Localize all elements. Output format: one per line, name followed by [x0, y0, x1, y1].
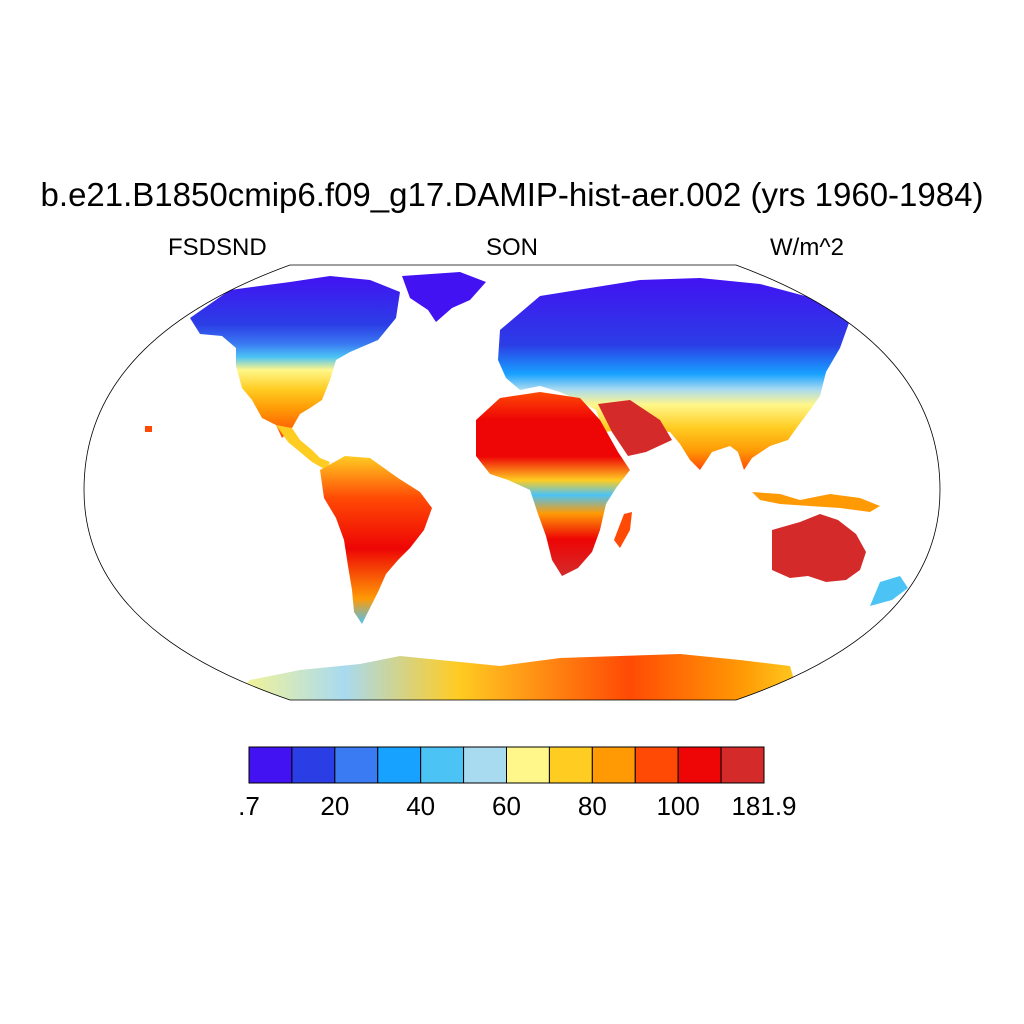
map-border [83, 264, 941, 701]
new-zealand [870, 576, 908, 606]
colorbar-swatch [377, 746, 422, 784]
land-fill-layer [145, 272, 908, 700]
colorbar-swatch [463, 746, 508, 784]
south-america [320, 456, 432, 624]
colorbar-label: 80 [578, 791, 607, 821]
colorbar-swatch [677, 746, 722, 784]
eurasia [498, 278, 850, 470]
hawaii [145, 426, 152, 432]
season-label: SON [485, 234, 538, 261]
australia [772, 514, 866, 582]
madagascar [614, 512, 632, 548]
africa [476, 392, 630, 576]
colorbar: .7 20 40 60 80 100 181.9 [238, 746, 797, 821]
units-label: W/m^2 [770, 234, 844, 261]
arabian-peninsula [598, 400, 672, 456]
colorbar-swatch [334, 746, 379, 784]
colorbar-swatch [634, 746, 679, 784]
maritime-southeast-asia [752, 492, 880, 512]
colorbar-label: 60 [492, 791, 521, 821]
colorbar-swatch [506, 746, 550, 784]
colorbar-label: 20 [320, 791, 349, 821]
colorbar-label: 40 [406, 791, 435, 821]
variable-label: FSDSND [168, 234, 267, 261]
colorbar-label: 181.9 [731, 791, 796, 821]
north-america [190, 276, 400, 438]
colorbar-swatch [591, 746, 636, 784]
colorbar-label: .7 [238, 791, 260, 821]
antarctica [230, 654, 800, 700]
colorbar-swatch [291, 746, 336, 784]
central-america [276, 425, 330, 470]
colorbar-swatch [420, 746, 465, 784]
greenland [402, 272, 486, 322]
colorbar-label: 100 [656, 791, 699, 821]
plot-title: b.e21.B1850cmip6.f09_g17.DAMIP-hist-aer.… [40, 176, 984, 213]
colorbar-swatch [720, 746, 765, 784]
colorbar-swatch [248, 746, 293, 784]
colorbar-swatch [548, 746, 593, 784]
